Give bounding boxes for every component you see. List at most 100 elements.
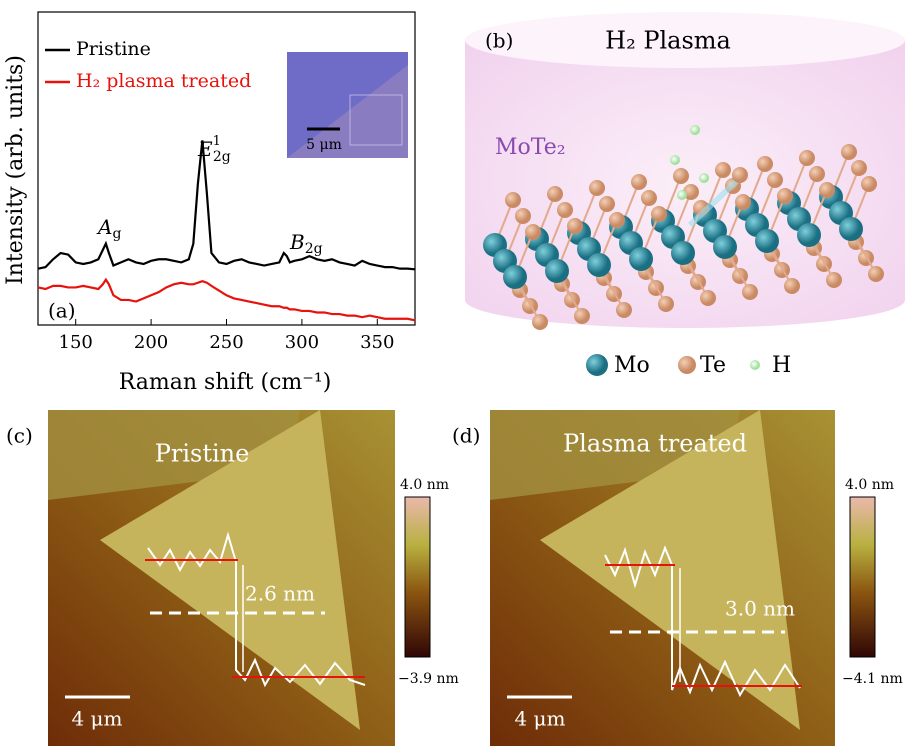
panel-label: (c): [6, 424, 33, 448]
te-atom: [742, 284, 758, 300]
te-atom: [641, 190, 657, 206]
te-atom: [851, 160, 867, 176]
mo-atom: [713, 235, 737, 259]
te-atom: [767, 172, 783, 188]
y-axis-label: Intensity (arb. units): [3, 55, 28, 285]
te-atom: [599, 196, 615, 212]
te-atom: [658, 296, 674, 312]
h-atom: [699, 173, 709, 183]
te-atom: [757, 156, 773, 172]
label-part: A: [96, 215, 112, 239]
x-tick-label: 150: [59, 332, 93, 353]
colorbar-min: −3.9 nm: [398, 671, 459, 687]
mo-atom: [545, 259, 569, 283]
legend-mo: [586, 354, 608, 376]
inset-flake: [287, 65, 408, 158]
cylinder-top: [465, 12, 905, 68]
te-atom: [525, 224, 541, 240]
legend-te: [678, 356, 696, 374]
te-atom: [631, 174, 647, 190]
label-part: E: [197, 137, 213, 161]
legend-label: Te: [700, 353, 726, 378]
label-part: g: [112, 226, 121, 242]
te-atom: [532, 314, 548, 330]
peak-label: Ag: [96, 215, 121, 243]
te-atom: [683, 184, 699, 200]
h-atom: [670, 155, 680, 165]
mo-atom: [503, 265, 527, 289]
te-atom: [777, 188, 793, 204]
te-atom: [547, 186, 563, 202]
scale-label: 4 μm: [514, 707, 565, 731]
label-part: 2g: [213, 149, 231, 165]
plasma-cylinder: [465, 40, 905, 328]
afm-flake: [490, 410, 740, 500]
te-atom: [609, 212, 625, 228]
te-atom: [735, 194, 751, 210]
te-atom: [861, 176, 877, 192]
te-atom: [826, 272, 842, 288]
te-atom: [557, 202, 573, 218]
panel-title: H₂ Plasma: [605, 27, 731, 55]
x-tick-label: 350: [360, 332, 394, 353]
inset-scale: 5 μm: [306, 137, 342, 153]
legend-h: [750, 360, 760, 370]
legend-label: H: [772, 353, 791, 378]
peak-label: B2g: [289, 230, 323, 258]
mo-atom: [839, 217, 863, 241]
label-part: B: [289, 230, 305, 254]
colorbar: [404, 496, 431, 658]
legend-label: Mo: [614, 353, 650, 378]
label-part: 1: [213, 134, 221, 149]
panel-a: 5 μm (a) Raman shift (cm⁻¹) Intensity (a…: [3, 11, 416, 395]
colorbar: [849, 496, 876, 658]
series-line: [37, 277, 416, 322]
te-atom: [809, 166, 825, 182]
x-tick-label: 200: [134, 332, 168, 353]
panel-label: (d): [452, 424, 480, 448]
afm-flake: [540, 410, 800, 730]
mo-atom: [755, 229, 779, 253]
te-atom: [651, 206, 667, 222]
image-title: Plasma treated: [563, 430, 747, 458]
legend-label: Pristine: [76, 38, 151, 60]
te-atom: [732, 167, 748, 183]
panel-label: (a): [48, 299, 76, 323]
material-label: MoTe₂: [495, 135, 566, 160]
mo-atom: [671, 241, 695, 265]
te-atom: [784, 278, 800, 294]
te-atom: [515, 208, 531, 224]
afm-flake: [100, 410, 360, 730]
x-axis-label: Raman shift (cm⁻¹): [119, 370, 332, 395]
x-tick-label: 250: [209, 332, 243, 353]
te-atom: [616, 302, 632, 318]
step-height: 3.0 nm: [725, 597, 795, 621]
te-atom: [715, 162, 731, 178]
te-atom: [700, 290, 716, 306]
label-part: 2g: [305, 241, 323, 257]
reaction-beam: [687, 175, 743, 228]
h-atom: [677, 190, 687, 200]
image-title: Pristine: [155, 440, 250, 468]
te-atom: [574, 308, 590, 324]
colorbar-min: −4.1 nm: [842, 671, 903, 687]
series-line: [37, 140, 416, 271]
panel-c: (c) Pristine 2.6 nm 4 μm 4.0 nm −3.9 nm: [6, 410, 459, 746]
mo-atom: [587, 253, 611, 277]
afm-flake: [48, 410, 300, 500]
te-atom: [673, 168, 689, 184]
panel-d: (d) Plasma treated 3.0 nm 4 μm 4.0 nm −4…: [452, 410, 903, 746]
te-atom: [868, 266, 884, 282]
step-height: 2.6 nm: [245, 582, 315, 606]
x-tick-label: 300: [285, 332, 319, 353]
te-atom: [819, 182, 835, 198]
mo-atom: [797, 223, 821, 247]
scale-label: 4 μm: [71, 707, 122, 731]
mo-atom: [629, 247, 653, 271]
te-atom: [505, 192, 521, 208]
colorbar-max: 4.0 nm: [845, 477, 894, 493]
te-atom: [589, 180, 605, 196]
panel-label: (b): [485, 29, 513, 53]
panel-b: (b) H₂ Plasma MoTe₂ Mo Te H: [465, 12, 905, 378]
